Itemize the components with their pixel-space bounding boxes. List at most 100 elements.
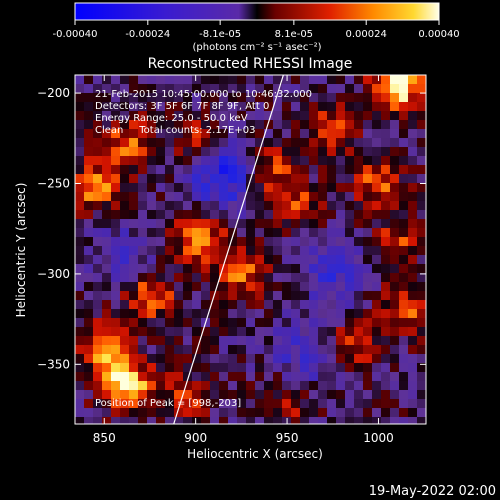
heatmap-cell <box>84 417 94 424</box>
heatmap-cell <box>201 417 211 424</box>
heatmap-cell <box>174 264 184 274</box>
heatmap-cell <box>93 363 103 373</box>
heatmap-cell <box>228 381 238 391</box>
heatmap-cell <box>327 219 337 229</box>
heatmap-cell <box>318 174 328 184</box>
heatmap-cell <box>336 165 346 175</box>
heatmap-cell <box>354 300 364 310</box>
heatmap-cell <box>372 282 382 292</box>
heatmap-cell <box>417 345 426 355</box>
heatmap-cell <box>201 327 211 337</box>
heatmap-cell <box>372 165 382 175</box>
heatmap-cell <box>273 246 283 256</box>
heatmap-cell <box>282 84 292 94</box>
heatmap-cell <box>210 174 220 184</box>
heatmap-cell <box>120 291 130 301</box>
heatmap-cell <box>372 93 382 103</box>
heatmap-cell <box>201 273 211 283</box>
heatmap-cell <box>246 228 256 238</box>
heatmap-cell <box>255 183 265 193</box>
heatmap-cell <box>237 345 247 355</box>
heatmap-cell <box>318 282 328 292</box>
heatmap-cell <box>363 201 373 211</box>
heatmap-cell <box>291 291 301 301</box>
heatmap-cell <box>345 156 355 166</box>
heatmap-cell <box>147 390 157 400</box>
heatmap-cell <box>309 183 319 193</box>
heatmap-cell <box>309 381 319 391</box>
heatmap-cell <box>147 75 157 85</box>
heatmap-cell <box>264 75 274 85</box>
heatmap-cell <box>381 273 391 283</box>
heatmap-cell <box>399 390 409 400</box>
heatmap-cell <box>354 102 364 112</box>
heatmap-cell <box>138 345 148 355</box>
colorbar <box>74 2 440 21</box>
heatmap-cell <box>318 309 328 319</box>
heatmap-cell <box>165 129 175 139</box>
heatmap-cell <box>183 192 193 202</box>
heatmap-cell <box>408 417 418 424</box>
heatmap-cell <box>93 255 103 265</box>
heatmap-cell <box>237 246 247 256</box>
heatmap-cell <box>156 327 166 337</box>
annotation-clean: Clean Total counts: 2.17E+03 <box>95 125 255 136</box>
heatmap-cell <box>264 237 274 247</box>
heatmap-cell <box>327 318 337 328</box>
heatmap-cell <box>255 372 265 382</box>
heatmap-cell <box>273 147 283 157</box>
heatmap-cell <box>399 174 409 184</box>
heatmap-cell <box>156 372 166 382</box>
heatmap-cell <box>264 408 274 418</box>
heatmap-cell <box>183 156 193 166</box>
heatmap-cell <box>138 390 148 400</box>
heatmap-cell <box>417 165 426 175</box>
heatmap-cell <box>273 174 283 184</box>
heatmap-cell <box>273 264 283 274</box>
heatmap-cell <box>300 264 310 274</box>
heatmap-cell <box>291 183 301 193</box>
heatmap-cell <box>120 336 130 346</box>
heatmap-cell <box>381 336 391 346</box>
heatmap-cell <box>255 399 265 409</box>
heatmap-cell <box>93 264 103 274</box>
heatmap-cell <box>390 165 400 175</box>
heatmap-cell <box>246 129 256 139</box>
heatmap-cell <box>228 201 238 211</box>
heatmap-cell <box>282 273 292 283</box>
heatmap-cell <box>174 390 184 400</box>
heatmap-cell <box>84 174 94 184</box>
heatmap-cell <box>93 354 103 364</box>
heatmap-cell <box>345 129 355 139</box>
heatmap-cell <box>183 210 193 220</box>
heatmap-cell <box>336 174 346 184</box>
heatmap-cell <box>228 417 238 424</box>
heatmap-cell <box>327 120 337 130</box>
heatmap-cell <box>192 309 202 319</box>
heatmap-cell <box>327 192 337 202</box>
heatmap-cell <box>228 372 238 382</box>
heatmap-cell <box>156 273 166 283</box>
heatmap-cell <box>399 237 409 247</box>
heatmap-cell <box>237 129 247 139</box>
heatmap-cell <box>228 264 238 274</box>
heatmap-cell <box>336 138 346 148</box>
heatmap-cell <box>345 300 355 310</box>
heatmap-cell <box>309 111 319 121</box>
heatmap-cell <box>246 201 256 211</box>
heatmap-cell <box>102 300 112 310</box>
heatmap-cell <box>309 408 319 418</box>
heatmap-cell <box>381 129 391 139</box>
heatmap-cell <box>345 219 355 229</box>
heatmap-cell <box>354 174 364 184</box>
heatmap-cell <box>75 408 85 418</box>
heatmap-cell <box>408 93 418 103</box>
heatmap-cell <box>354 381 364 391</box>
heatmap-cell <box>363 381 373 391</box>
heatmap-cell <box>210 228 220 238</box>
heatmap-cell <box>192 246 202 256</box>
heatmap-cell <box>147 84 157 94</box>
heatmap-cell <box>354 408 364 418</box>
heatmap-cell <box>201 93 211 103</box>
heatmap-cell <box>264 372 274 382</box>
